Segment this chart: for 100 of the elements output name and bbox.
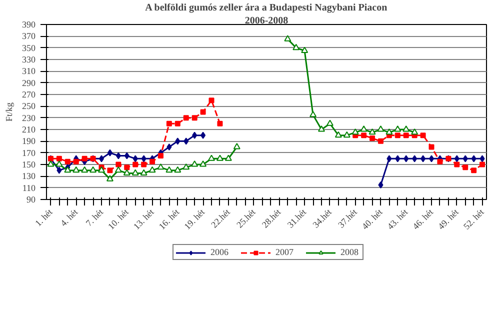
point — [73, 158, 79, 164]
y-tick-label: 210 — [22, 124, 36, 134]
point — [208, 154, 215, 161]
point — [420, 132, 426, 138]
point — [56, 166, 62, 174]
point — [107, 149, 112, 156]
x-tick-label: 43. hét — [385, 206, 410, 232]
point — [361, 132, 367, 138]
point — [72, 166, 80, 173]
point — [352, 128, 359, 135]
point — [182, 163, 190, 170]
point — [403, 132, 409, 138]
point — [106, 175, 114, 182]
point — [150, 158, 156, 164]
point — [402, 126, 410, 132]
y-tick-label: 90 — [26, 194, 36, 204]
y-tick-label: 330 — [22, 54, 36, 64]
point — [377, 126, 384, 132]
y-tick-label: 290 — [22, 78, 36, 88]
point — [191, 160, 198, 167]
point — [158, 153, 164, 158]
y-tick-label: 190 — [22, 136, 36, 146]
point — [454, 155, 460, 162]
point — [343, 131, 350, 138]
y-tick-label: 110 — [22, 182, 36, 193]
point — [428, 144, 434, 150]
point — [284, 35, 292, 42]
legend-label: 2006 — [210, 247, 230, 257]
point — [480, 155, 485, 162]
point — [370, 136, 376, 141]
point — [462, 155, 468, 162]
point — [326, 120, 334, 126]
point — [411, 128, 418, 135]
point — [114, 166, 122, 173]
x-tick-label: 13. hét — [131, 206, 156, 232]
point — [200, 109, 206, 115]
point — [140, 169, 148, 176]
x-tick-label: 49. hét — [436, 206, 461, 232]
point — [292, 44, 300, 50]
point — [224, 154, 232, 161]
x-tick-label: 40. hét — [360, 206, 385, 232]
legend-label: 2007 — [276, 247, 294, 257]
point — [394, 132, 400, 138]
point — [318, 126, 325, 132]
point — [395, 155, 400, 162]
point — [166, 120, 172, 126]
x-tick-label: 19. hét — [182, 206, 207, 232]
chart-title: A belföldi gumós zeller ára a Budapesti Nagybani Piacon — [145, 2, 388, 14]
point — [310, 110, 317, 118]
point — [200, 132, 206, 139]
point — [412, 155, 418, 162]
point — [184, 138, 189, 145]
point — [471, 168, 477, 174]
point — [148, 166, 156, 173]
point — [124, 152, 130, 160]
y-tick-label: 130 — [22, 171, 36, 182]
y-tick-label: 390 — [22, 20, 36, 30]
point — [404, 155, 409, 162]
point — [64, 166, 72, 173]
point — [98, 166, 105, 173]
point — [192, 132, 198, 139]
point — [368, 128, 376, 135]
point — [378, 138, 384, 144]
point — [132, 169, 139, 176]
point — [81, 166, 88, 173]
point — [116, 152, 121, 160]
y-tick-label: 370 — [22, 31, 36, 42]
point — [174, 120, 180, 126]
point — [200, 160, 207, 167]
x-tick-label: 46. hét — [410, 206, 436, 232]
point — [56, 160, 63, 167]
point — [141, 162, 147, 168]
point — [233, 143, 240, 150]
point — [420, 155, 426, 162]
point — [64, 158, 70, 164]
point — [360, 126, 368, 132]
x-tick-label: 1. hét — [33, 206, 55, 228]
point — [480, 162, 486, 168]
point — [216, 154, 224, 161]
point — [175, 138, 180, 145]
x-tick-label: 52. hét — [461, 206, 486, 232]
point — [82, 156, 88, 162]
point — [90, 166, 97, 173]
point — [334, 131, 342, 138]
y-axis-title: Ft/kg — [4, 102, 14, 122]
point — [123, 169, 130, 176]
y-tick-label: 170 — [22, 148, 36, 158]
point — [132, 155, 138, 162]
point — [107, 168, 113, 174]
y-tick-label: 250 — [22, 101, 36, 112]
x-tick-label: 10. hét — [106, 206, 131, 232]
point — [174, 166, 182, 173]
point — [132, 162, 138, 168]
chart-subtitle: 2006-2008 — [244, 16, 288, 26]
point — [166, 166, 173, 173]
point — [462, 164, 468, 170]
point — [116, 162, 122, 168]
x-tick-label: 4. hét — [58, 206, 80, 228]
point — [183, 115, 189, 121]
y-tick-label: 230 — [22, 112, 36, 123]
